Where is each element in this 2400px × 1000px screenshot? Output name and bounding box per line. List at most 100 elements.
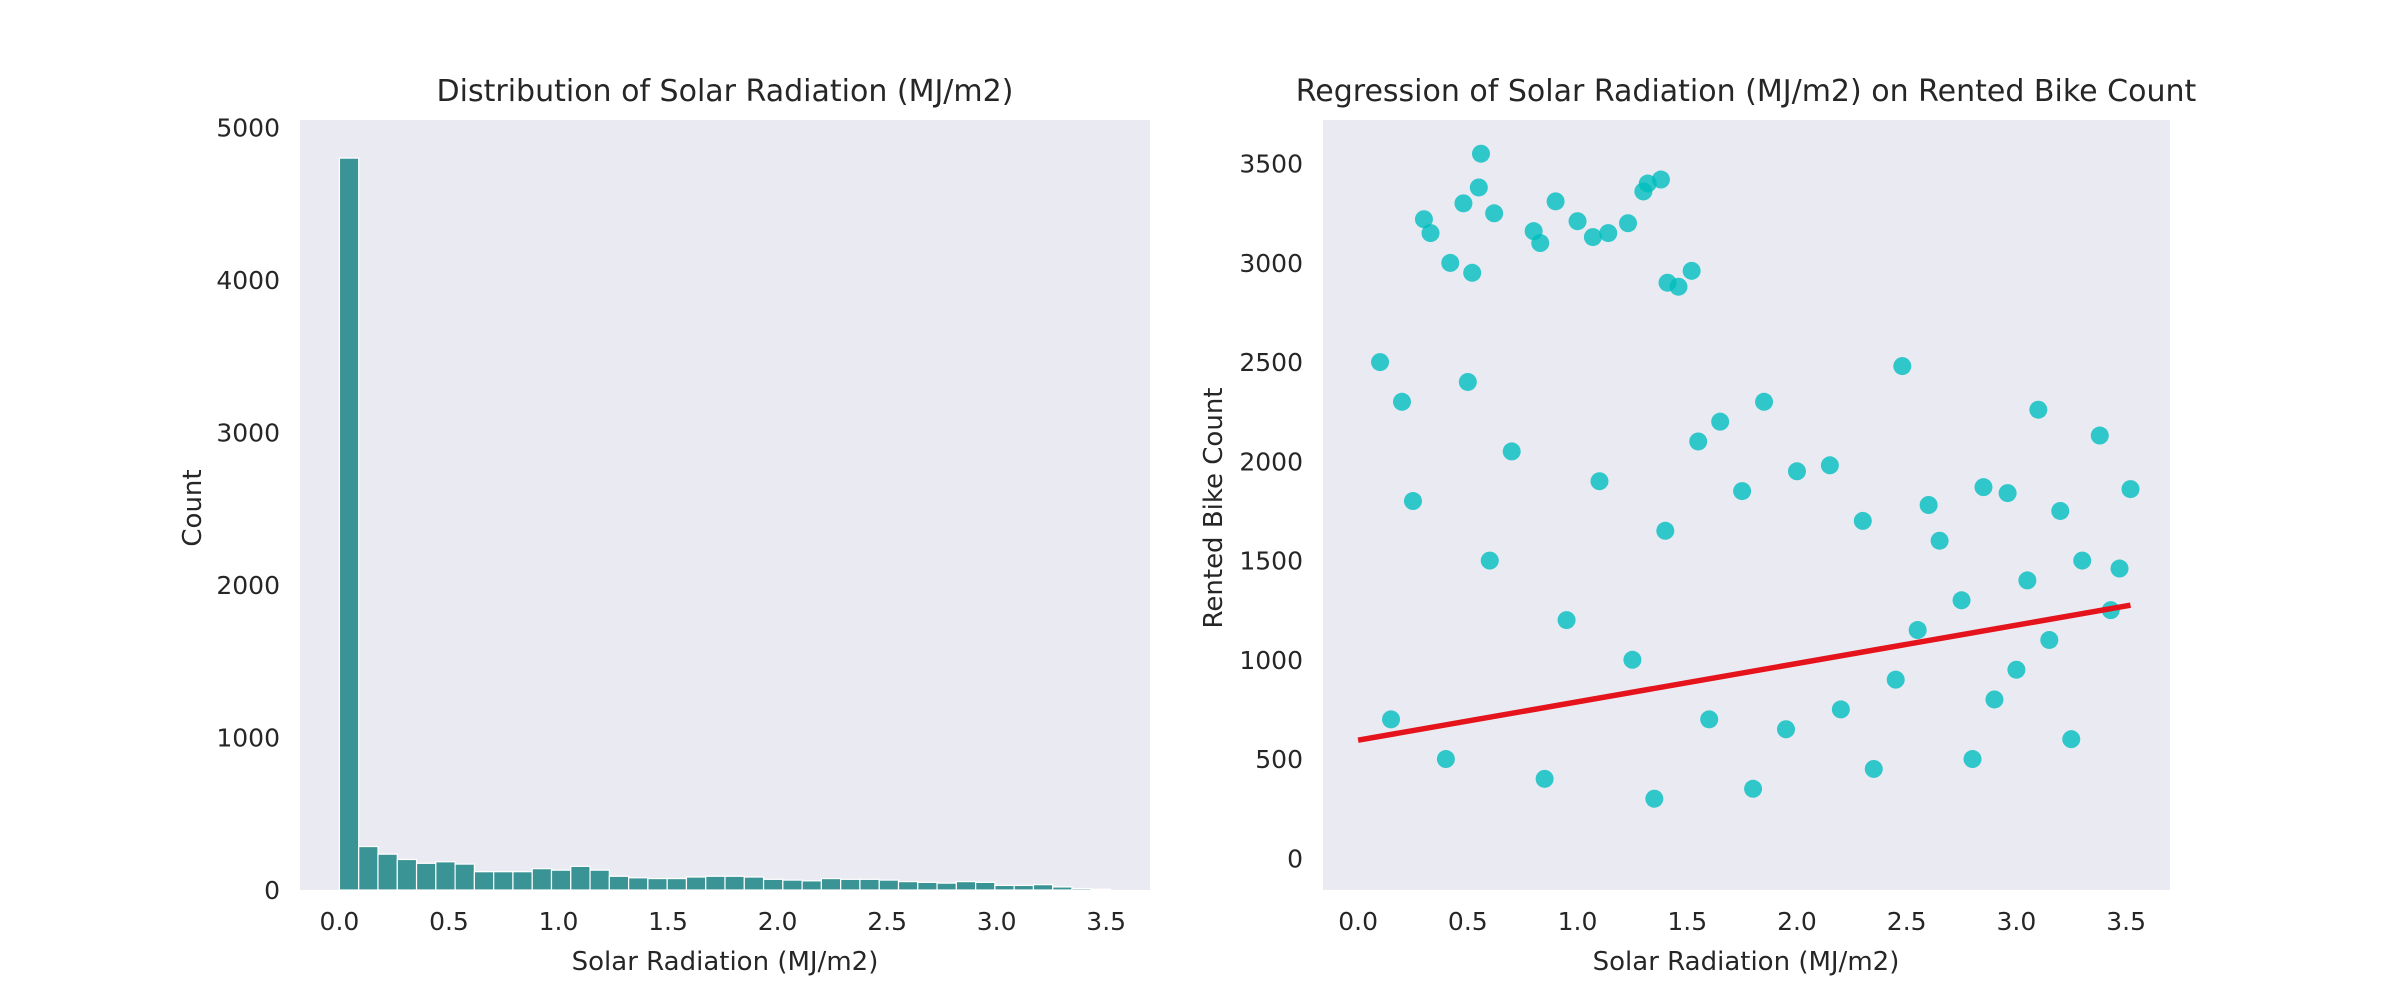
regression-x-tick-label: 1.5 [1667,907,1707,936]
regression-x-tick-label: 2.5 [1887,907,1927,936]
scatter-point [1485,204,1504,223]
scatter-point [1436,750,1455,769]
scatter-point [1546,192,1565,211]
histogram-bar [724,875,745,891]
regression-y-tick-labels: 0 500 1000 1500 2000 2500 3000 3500 [1239,150,1303,874]
regression-line [1357,602,2131,743]
regression-y-tick-label: 2500 [1239,348,1303,377]
scatter-point [1619,214,1638,233]
histogram-bar [975,881,996,891]
histogram-title: Distribution of Solar Radiation (MJ/m2) [437,74,1014,109]
histogram-bar [512,871,533,891]
scatter-point [1658,273,1677,292]
histogram-bars [338,157,1112,891]
scatter-point [2051,501,2070,520]
regression-x-tick-label: 1.0 [1558,907,1598,936]
regression-y-tick-label: 3500 [1239,150,1303,179]
histogram-bar [801,880,822,891]
scatter-point [1744,779,1763,798]
regression-x-tick-label: 0.0 [1338,907,1378,936]
histogram-bar [743,876,765,891]
scatter-point [1458,372,1477,391]
histogram-bar [994,884,1015,891]
regression-y-tick-label: 500 [1255,745,1303,774]
histogram-y-tick-label: 1000 [216,724,280,753]
histogram-bar [878,879,900,891]
scatter-point [1454,194,1473,213]
scatter-point [1599,224,1618,243]
scatter-point [1733,482,1752,501]
histogram-x-tick-label: 0.0 [320,907,360,936]
scatter-point [1689,432,1708,451]
scatter-point [1700,710,1719,729]
histogram-bar [1013,884,1035,891]
regression-x-tick-label: 0.5 [1448,907,1488,936]
histogram-bar [820,877,842,891]
scatter-point [1998,484,2017,503]
histogram-bar [705,875,726,891]
scatter-point [1502,442,1521,461]
histogram-bar [955,881,977,891]
histogram-x-tick-label: 2.0 [758,907,798,936]
scatter-point [1414,210,1433,229]
histogram-x-tick-label: 3.5 [1086,907,1126,936]
scatter-point [1531,234,1550,253]
histogram-bar [358,845,379,891]
regression-line-group [1357,602,2131,743]
scatter-point [1403,492,1422,511]
scatter-point [1682,261,1701,280]
scatter-point [1463,263,1482,282]
histogram-bar [685,876,707,891]
histogram-bar [628,877,649,891]
histogram-bar [1032,884,1054,891]
histogram-plot-area [300,120,1150,890]
histogram-bar [647,877,668,891]
scatter-point [2090,426,2109,445]
histogram-x-tick-label: 1.0 [539,907,579,936]
regression-y-tick-label: 0 [1287,844,1303,873]
regression-y-axis-label: Rented Bike Count [1199,388,1229,629]
histogram-x-tick-label: 1.5 [648,907,688,936]
histogram-bar [338,157,360,891]
scatter-point [2073,551,2092,570]
scatter-point [2040,630,2059,649]
regression-y-tick-label: 3000 [1239,249,1303,278]
histogram-bar [396,858,418,891]
histogram-y-tick-label: 4000 [216,266,280,295]
histogram-bar [570,865,591,891]
scatter-point [1831,700,1850,719]
histogram-bar [917,881,938,891]
regression-title: Regression of Solar Radiation (MJ/m2) on… [1296,74,2197,109]
histogram-bar [762,878,784,891]
histogram-y-axis-label: Count [178,469,208,546]
scatter-point [1820,456,1839,475]
scatter-point [1623,650,1642,669]
histogram-y-tick-labels: 0 1000 2000 3000 4000 5000 [216,114,280,905]
histogram-bar [550,869,572,891]
regression-y-tick-label: 2000 [1239,447,1303,476]
scatter-point [1787,462,1806,481]
histogram-bar [666,877,688,891]
scatter-point [1382,710,1401,729]
scatter-points [1371,144,2140,808]
scatter-point [1535,769,1554,788]
scatter-point [2007,660,2026,679]
scatter-point [1471,144,1490,163]
scatter-point [1634,182,1653,201]
histogram-bar [936,882,957,891]
histogram-bar [473,871,495,891]
scatter-point [1590,472,1609,491]
histogram-x-tick-label: 0.5 [429,907,469,936]
scatter-point [2029,400,2048,419]
scatter-point [1583,228,1602,247]
histogram-bar [1090,888,1112,891]
regression-y-tick-label: 1500 [1239,547,1303,576]
scatter-point [1908,621,1927,640]
scatter-point [1919,496,1938,514]
scatter-point [1557,611,1576,630]
histogram-x-tick-label: 3.0 [977,907,1017,936]
scatter-point [1568,212,1587,231]
scatter-point [1711,412,1730,431]
scatter-point [1645,789,1664,808]
